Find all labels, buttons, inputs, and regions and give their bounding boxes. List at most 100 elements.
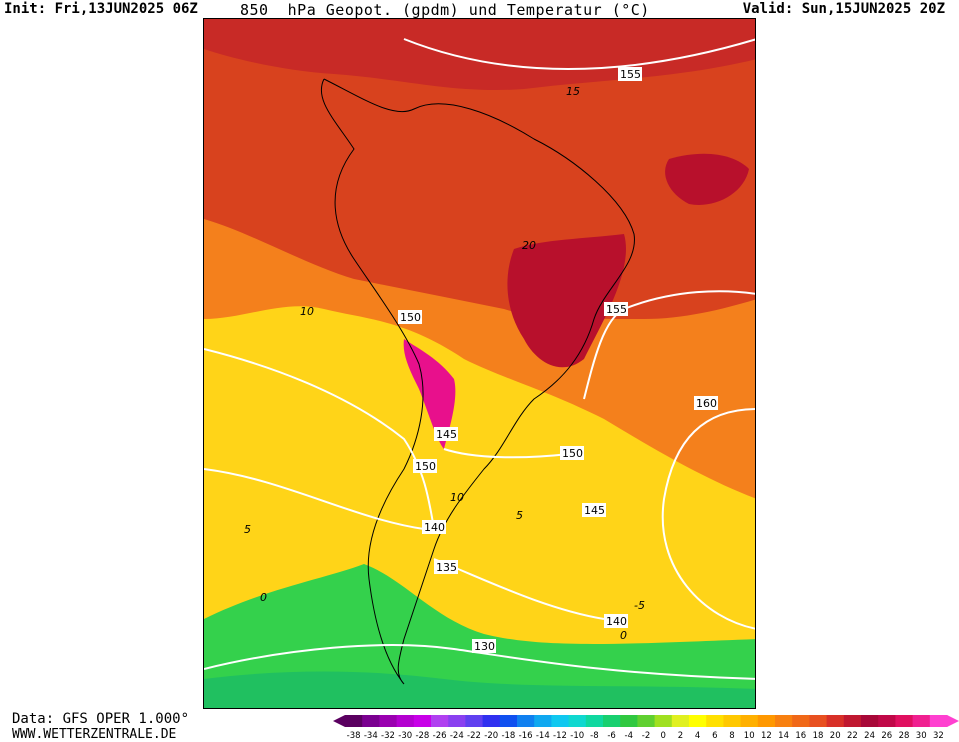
- legend-tick-label: 26: [881, 731, 892, 741]
- legend-swatch: [740, 715, 759, 727]
- contour-label-box: [604, 302, 628, 316]
- temp-band-hot-center: [507, 234, 626, 368]
- legend-swatch: [603, 715, 621, 727]
- legend-tick-label: -38: [347, 731, 361, 741]
- legend-tick-label: -18: [501, 731, 515, 741]
- legend-tick-label: 14: [778, 731, 789, 741]
- temp-label: 5: [244, 523, 251, 536]
- contour-label-box: [413, 459, 437, 473]
- legend-swatch: [861, 715, 879, 727]
- legend-tick-label: -34: [364, 731, 378, 741]
- legend-tick-label: -6: [607, 731, 615, 741]
- legend-swatch: [895, 715, 914, 727]
- coastline: [320, 78, 635, 685]
- legend-tick-label: -32: [381, 731, 395, 741]
- legend-swatch: [517, 715, 535, 727]
- contour-label-box: [434, 560, 458, 574]
- chart-title: 850 hPa Geopot. (gpdm) und Temperatur (°…: [240, 1, 650, 19]
- legend-swatch: [689, 715, 707, 727]
- legend-swatch: [809, 715, 828, 727]
- contour-label: 140: [424, 521, 445, 534]
- temp-band-hot-east: [665, 153, 749, 205]
- map-canvas: 155 155 150 145 150 150 160 145 140 135 …: [204, 19, 755, 708]
- legend-tick-label: -12: [553, 731, 567, 741]
- contour-label-group: 155 155 150 145 150 150 160 145 140 135 …: [398, 67, 718, 653]
- temp-band-north: [204, 19, 755, 91]
- contour-geo: [403, 38, 755, 70]
- weather-map: 155 155 150 145 150 150 160 145 140 135 …: [203, 18, 756, 709]
- website: WWW.WETTERZENTRALE.DE: [12, 727, 177, 742]
- legend-swatch: [878, 715, 896, 727]
- legend-swatch: [362, 715, 380, 727]
- legend-swatch: [499, 715, 518, 727]
- legend-tick-label: -30: [398, 731, 412, 741]
- legend-tick-label: -20: [484, 731, 498, 741]
- legend-tick-label: 8: [729, 731, 734, 741]
- legend-tick-label: 16: [795, 731, 806, 741]
- contour-label: 130: [474, 640, 495, 653]
- legend-swatch: [775, 715, 793, 727]
- contour-label-box: [422, 520, 446, 534]
- temp-label: 15: [566, 85, 580, 98]
- contour-label: 135: [436, 561, 457, 574]
- temp-label: 0: [260, 591, 267, 604]
- temp-label: 5: [516, 509, 523, 522]
- legend-swatch: [757, 715, 776, 727]
- temp-band-green-dark: [204, 671, 755, 708]
- legend-tick-label: 22: [847, 731, 858, 741]
- contour-label-box: [582, 503, 606, 517]
- legend-swatch: [843, 715, 862, 727]
- legend-tick-label: -16: [519, 731, 533, 741]
- legend-swatch: [637, 715, 656, 727]
- legend-swatch: [671, 715, 690, 727]
- valid-time: Valid: Sun,15JUN2025 20Z: [742, 1, 945, 17]
- contour-label-box: [434, 427, 458, 441]
- legend-swatch: [585, 715, 604, 727]
- temp-label: 0: [620, 629, 627, 642]
- legend-swatch: [465, 715, 484, 727]
- contour-label-box: [398, 310, 422, 324]
- legend-tick-label: 32: [933, 731, 944, 741]
- legend-tick-label: -8: [590, 731, 598, 741]
- temp-label: 10: [300, 305, 314, 318]
- legend-tick-label: 18: [813, 731, 824, 741]
- contour-label: 145: [436, 428, 457, 441]
- legend-swatch: [706, 715, 724, 727]
- contour-geo: [204, 468, 425, 530]
- legend-swatch: [912, 715, 931, 727]
- legend-swatch: [448, 715, 466, 727]
- temp-label: 10: [450, 491, 464, 504]
- contour-label: 150: [415, 460, 436, 473]
- legend-tick-label: 30: [916, 731, 927, 741]
- contour-geo: [204, 644, 755, 680]
- legend-tick-label: -14: [536, 731, 550, 741]
- init-time: Init: Fri,13JUN2025 06Z: [4, 1, 198, 17]
- legend-swatch: [413, 715, 432, 727]
- contour-label-box: [618, 67, 642, 81]
- legend-tick-label: 4: [695, 731, 700, 741]
- legend-swatch: [792, 715, 810, 727]
- legend-swatch: [431, 715, 449, 727]
- legend-tick-label: -10: [570, 731, 584, 741]
- contour-geo: [443, 448, 570, 459]
- legend-tick-label: 12: [761, 731, 772, 741]
- contour-label: 150: [400, 311, 421, 324]
- temperature-labels: 15 20 10 5 10 5 0 -5 0: [244, 85, 645, 642]
- legend-arrow-right: [947, 715, 959, 727]
- legend-tick-label: 28: [899, 731, 910, 741]
- legend-swatch: [482, 715, 501, 727]
- legend-tick-label: 20: [830, 731, 841, 741]
- legend-tick-label: -4: [625, 731, 633, 741]
- legend-swatch: [379, 715, 398, 727]
- color-legend: -38 -34 -32 -30 -28 -26 -24 -22 -20 -18 -16 -14 -12-…: [333, 715, 959, 741]
- legend-tick-label: -26: [433, 731, 447, 741]
- contour-label-box: [472, 639, 496, 653]
- legend-swatch: [568, 715, 587, 727]
- legend-swatch: [826, 715, 845, 727]
- legend-swatch: [654, 715, 673, 727]
- legend-swatch: [534, 715, 552, 727]
- legend-tick-label: 0: [660, 731, 665, 741]
- legend-tick-label: 2: [678, 731, 683, 741]
- legend-tick-label: 6: [712, 731, 717, 741]
- legend-swatch: [551, 715, 570, 727]
